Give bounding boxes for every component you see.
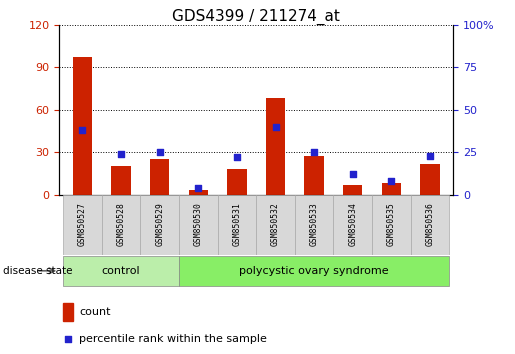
Text: count: count (79, 307, 111, 317)
Title: GDS4399 / 211274_at: GDS4399 / 211274_at (173, 8, 340, 25)
Text: GSM850527: GSM850527 (78, 202, 87, 246)
Bar (334, 195, 372, 255)
Point (194, 185, 202, 191)
Bar (227, 169, 247, 195)
Point (78, 127, 87, 133)
Point (271, 124, 280, 130)
Bar (266, 98, 285, 195)
Point (426, 153, 434, 159)
Text: GSM850531: GSM850531 (232, 202, 242, 246)
Point (63, 336, 72, 342)
Text: GSM850533: GSM850533 (310, 202, 319, 246)
Bar (217, 195, 256, 255)
Text: GSM850530: GSM850530 (194, 202, 203, 246)
Bar (179, 195, 217, 255)
Bar (111, 166, 131, 195)
Point (387, 178, 396, 184)
Text: percentile rank within the sample: percentile rank within the sample (79, 334, 267, 344)
Bar (343, 185, 363, 195)
Point (233, 154, 241, 160)
Bar (150, 159, 169, 195)
Point (117, 151, 125, 157)
Bar (63, 256, 179, 286)
Bar (295, 195, 334, 255)
Bar (410, 195, 449, 255)
Text: GSM850532: GSM850532 (271, 202, 280, 246)
Bar (102, 195, 140, 255)
Point (349, 171, 357, 177)
Bar (179, 256, 449, 286)
Bar (188, 190, 208, 195)
Text: polycystic ovary syndrome: polycystic ovary syndrome (239, 266, 389, 276)
Point (156, 149, 164, 155)
Bar (304, 156, 324, 195)
Point (310, 149, 318, 155)
Text: disease state: disease state (3, 266, 72, 276)
Text: GSM850535: GSM850535 (387, 202, 396, 246)
Bar (63, 195, 102, 255)
Bar (140, 195, 179, 255)
Bar (382, 183, 401, 195)
Text: control: control (102, 266, 140, 276)
Text: GSM850529: GSM850529 (155, 202, 164, 246)
Bar (372, 195, 410, 255)
Bar (420, 164, 440, 195)
Text: GSM850534: GSM850534 (348, 202, 357, 246)
Bar (63, 303, 73, 321)
Text: GSM850528: GSM850528 (116, 202, 126, 246)
Bar (256, 195, 295, 255)
Text: GSM850536: GSM850536 (425, 202, 435, 246)
Bar (73, 57, 92, 195)
